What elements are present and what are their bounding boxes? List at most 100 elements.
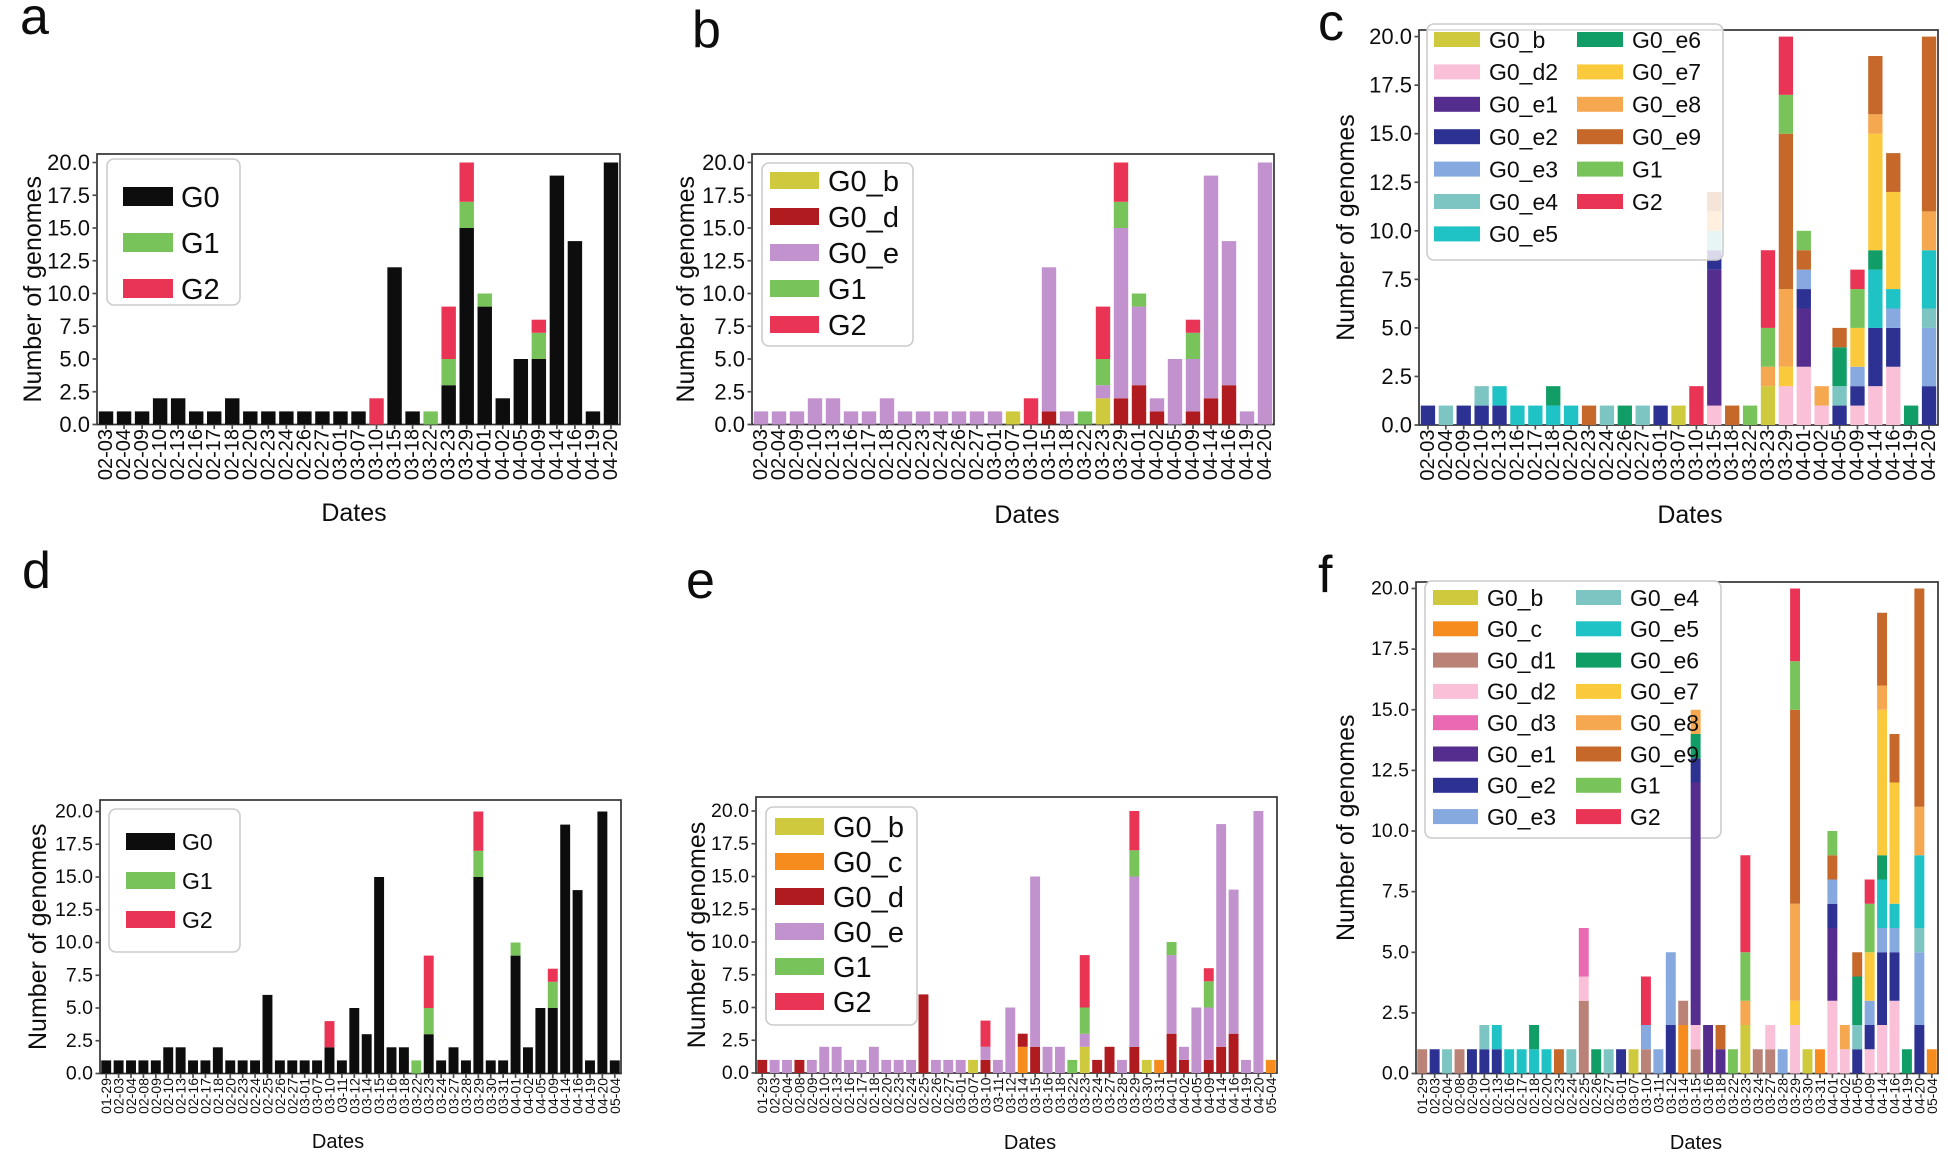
svg-text:03-18: 03-18 — [1052, 1077, 1068, 1113]
svg-text:02-13: 02-13 — [167, 429, 189, 480]
svg-text:Dates: Dates — [994, 501, 1059, 529]
svg-text:03-31: 03-31 — [495, 1078, 511, 1114]
svg-text:0.0: 0.0 — [59, 412, 90, 437]
svg-text:02-04: 02-04 — [113, 429, 135, 480]
svg-text:7.5: 7.5 — [59, 314, 90, 339]
svg-text:2.5: 2.5 — [59, 379, 90, 404]
svg-text:02-08: 02-08 — [135, 1078, 151, 1114]
svg-text:G0_d2: G0_d2 — [1487, 679, 1556, 705]
svg-text:02-23: 02-23 — [912, 429, 934, 480]
svg-text:03-23: 03-23 — [421, 1078, 437, 1114]
svg-text:5.0: 5.0 — [714, 347, 745, 372]
svg-text:G0_b: G0_b — [833, 812, 904, 844]
svg-text:03-15: 03-15 — [1027, 1077, 1043, 1113]
svg-text:G2: G2 — [182, 907, 213, 933]
svg-text:02-03: 02-03 — [95, 429, 117, 480]
svg-text:02-03: 02-03 — [1427, 1078, 1443, 1114]
svg-text:03-15: 03-15 — [1703, 430, 1725, 481]
svg-text:03-10: 03-10 — [1638, 1078, 1654, 1114]
svg-text:02-16: 02-16 — [1501, 1078, 1517, 1114]
svg-text:G0_e8: G0_e8 — [1632, 92, 1701, 118]
svg-text:03-22: 03-22 — [1725, 1078, 1741, 1114]
svg-text:04-02: 04-02 — [1146, 429, 1168, 480]
svg-text:04-01: 04-01 — [508, 1078, 524, 1114]
svg-text:02-24: 02-24 — [903, 1077, 919, 1113]
svg-text:03-27: 03-27 — [446, 1078, 462, 1114]
svg-text:02-10: 02-10 — [1476, 1078, 1492, 1114]
svg-text:03-10: 03-10 — [366, 429, 388, 480]
svg-text:03-07: 03-07 — [965, 1077, 981, 1113]
svg-text:04-14: 04-14 — [557, 1078, 573, 1114]
svg-text:03-29: 03-29 — [470, 1078, 486, 1114]
svg-text:02-27: 02-27 — [1632, 430, 1654, 481]
svg-text:04-14: 04-14 — [546, 429, 568, 480]
svg-text:02-10: 02-10 — [1471, 430, 1493, 481]
svg-text:03-16: 03-16 — [384, 1078, 400, 1114]
svg-text:03-28: 03-28 — [458, 1078, 474, 1114]
svg-text:20.0: 20.0 — [55, 801, 93, 823]
svg-text:10.0: 10.0 — [702, 281, 745, 306]
svg-text:Number of genomes: Number of genomes — [672, 176, 700, 403]
svg-text:03-31: 03-31 — [1812, 1078, 1828, 1114]
svg-text:02-10: 02-10 — [804, 429, 826, 480]
svg-text:02-09: 02-09 — [786, 429, 808, 480]
svg-text:7.5: 7.5 — [714, 314, 745, 339]
svg-text:d: d — [22, 542, 51, 600]
svg-text:02-03: 02-03 — [111, 1078, 127, 1114]
svg-text:04-09: 04-09 — [1182, 429, 1204, 480]
svg-text:02-16: 02-16 — [841, 1077, 857, 1113]
svg-text:02-27: 02-27 — [311, 429, 333, 480]
svg-text:03-31: 03-31 — [1151, 1077, 1167, 1113]
svg-text:03-22: 03-22 — [1074, 429, 1096, 480]
svg-text:12.5: 12.5 — [55, 899, 93, 921]
svg-text:03-23: 03-23 — [1737, 1078, 1753, 1114]
svg-text:12.5: 12.5 — [711, 898, 749, 920]
svg-text:17.5: 17.5 — [1369, 73, 1412, 98]
svg-text:5.0: 5.0 — [722, 997, 749, 1019]
svg-text:G0_c: G0_c — [833, 847, 902, 879]
svg-text:02-24: 02-24 — [930, 429, 952, 480]
svg-text:Dates: Dates — [1670, 1132, 1722, 1154]
svg-text:G0_e2: G0_e2 — [1489, 124, 1558, 150]
svg-text:02-23: 02-23 — [891, 1077, 907, 1113]
svg-text:0.0: 0.0 — [1382, 1063, 1409, 1085]
svg-text:03-15: 03-15 — [384, 429, 406, 480]
svg-text:03-29: 03-29 — [1775, 430, 1797, 481]
svg-text:04-20: 04-20 — [1918, 430, 1940, 481]
svg-text:04-09: 04-09 — [545, 1078, 561, 1114]
svg-text:03-16: 03-16 — [1040, 1077, 1056, 1113]
svg-text:G0_e5: G0_e5 — [1630, 616, 1699, 642]
svg-text:02-17: 02-17 — [853, 1077, 869, 1113]
svg-text:03-01: 03-01 — [297, 1078, 313, 1114]
svg-text:04-01: 04-01 — [474, 429, 496, 480]
svg-text:04-09: 04-09 — [1201, 1077, 1217, 1113]
svg-text:03-29: 03-29 — [1110, 429, 1132, 480]
svg-text:02-20: 02-20 — [1539, 1078, 1555, 1114]
svg-text:02-03: 02-03 — [767, 1077, 783, 1113]
svg-text:02-27: 02-27 — [284, 1078, 300, 1114]
svg-text:17.5: 17.5 — [711, 833, 749, 855]
svg-text:2.5: 2.5 — [714, 379, 745, 404]
svg-text:04-16: 04-16 — [1887, 1078, 1903, 1114]
svg-text:0.0: 0.0 — [714, 412, 745, 437]
svg-text:03-15: 03-15 — [371, 1078, 387, 1114]
svg-text:10.0: 10.0 — [1369, 218, 1412, 243]
svg-text:04-05: 04-05 — [1164, 429, 1186, 480]
svg-text:02-20: 02-20 — [222, 1078, 238, 1114]
svg-text:02-04: 02-04 — [779, 1077, 795, 1113]
svg-text:G2: G2 — [1632, 189, 1663, 215]
svg-text:03-29: 03-29 — [456, 429, 478, 480]
svg-text:02-23: 02-23 — [1551, 1078, 1567, 1114]
svg-text:02-10: 02-10 — [816, 1077, 832, 1113]
svg-text:04-05: 04-05 — [1829, 430, 1851, 481]
svg-text:02-09: 02-09 — [1464, 1078, 1480, 1114]
svg-text:15.0: 15.0 — [702, 216, 745, 241]
svg-text:5.0: 5.0 — [1381, 315, 1412, 340]
svg-text:02-04: 02-04 — [768, 429, 790, 480]
svg-text:10.0: 10.0 — [1371, 820, 1409, 842]
svg-text:03-29: 03-29 — [1126, 1077, 1142, 1113]
svg-text:G0_e4: G0_e4 — [1630, 585, 1699, 611]
svg-text:02-13: 02-13 — [1489, 430, 1511, 481]
svg-text:03-18: 03-18 — [1721, 430, 1743, 481]
svg-text:04-02: 04-02 — [1176, 1077, 1192, 1113]
